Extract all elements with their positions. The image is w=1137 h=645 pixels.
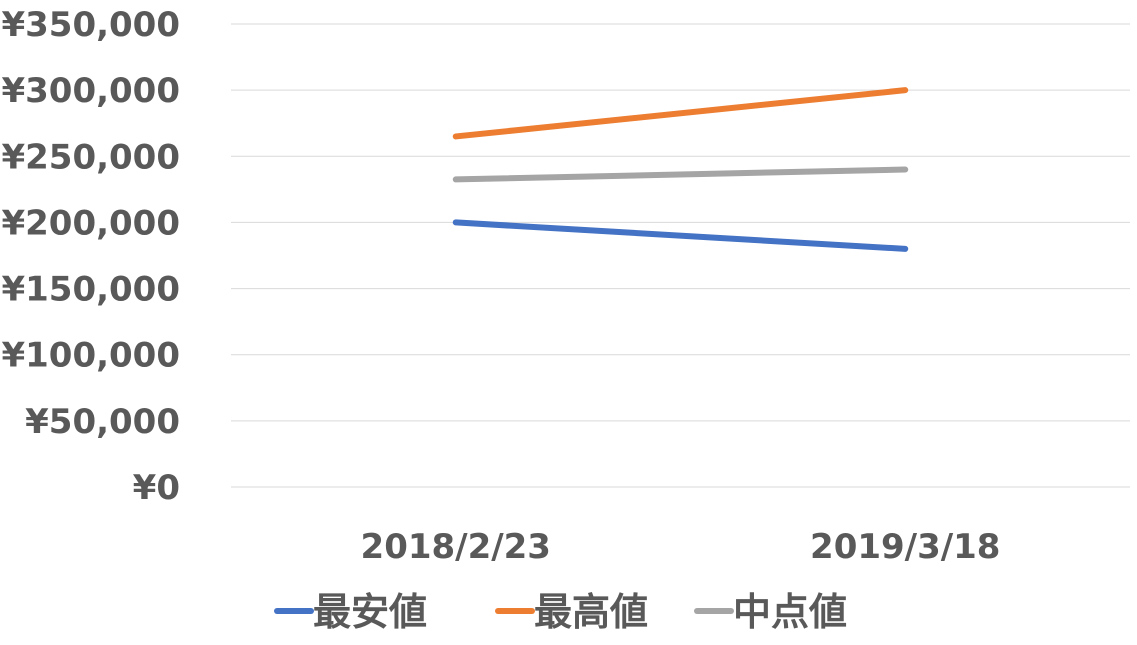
y-tick-label: ¥50,000 — [25, 402, 180, 442]
y-tick-label: ¥100,000 — [1, 336, 180, 376]
legend-label: 最安値 — [313, 590, 427, 634]
y-axis-tick-labels: ¥0 ¥50,000 ¥100,000 ¥150,000 ¥200,000 ¥250,00… — [1, 5, 180, 508]
series-line-3 — [452, 166, 909, 183]
x-tick-label: 2019/3/18 — [810, 527, 1000, 567]
legend-item: 中点値 — [694, 590, 847, 634]
y-tick-label: ¥150,000 — [1, 270, 180, 310]
legend-label: 中点値 — [733, 590, 847, 634]
y-tick-label: ¥0 — [133, 468, 180, 508]
y-tick-label: ¥350,000 — [1, 5, 180, 45]
series-line-2 — [452, 87, 909, 140]
grid-lines — [231, 23, 1130, 488]
series-lines — [452, 87, 909, 252]
legend-item: 最高値 — [495, 590, 648, 634]
series-line-1 — [452, 219, 909, 252]
y-tick-label: ¥250,000 — [1, 137, 180, 177]
legend: 最安値 最高値 中点値 — [274, 590, 847, 634]
x-axis-tick-labels: 2018/2/23 2019/3/18 — [361, 527, 1001, 567]
x-tick-label: 2018/2/23 — [361, 527, 551, 567]
y-tick-label: ¥200,000 — [1, 203, 180, 243]
y-tick-label: ¥300,000 — [1, 71, 180, 111]
legend-label: 最高値 — [534, 590, 648, 634]
legend-item: 最安値 — [274, 590, 427, 634]
